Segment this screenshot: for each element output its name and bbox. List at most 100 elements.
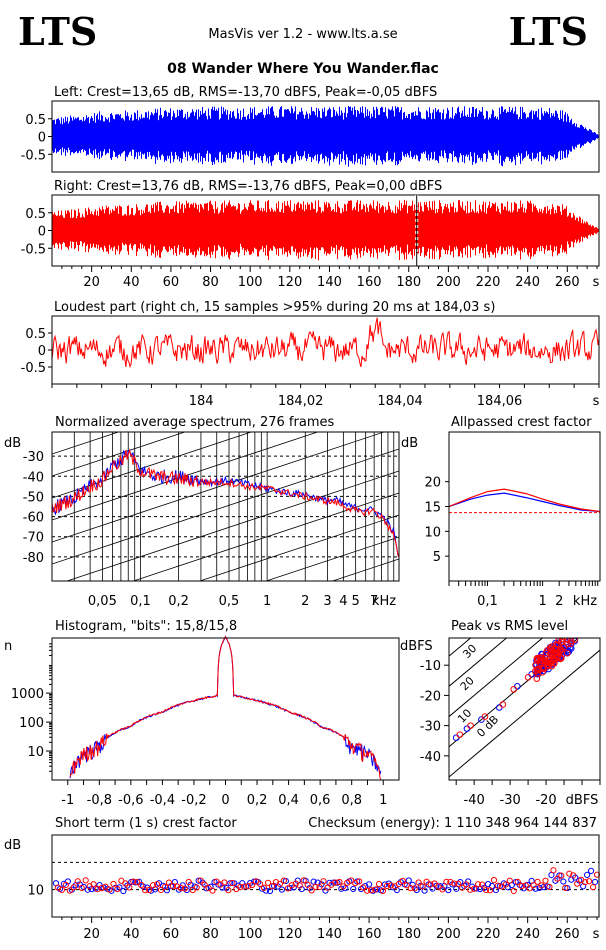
loudest-axis-unit: s — [593, 394, 600, 409]
stcrest-point — [142, 887, 149, 894]
right-waveform-ytick-label: 0 — [38, 225, 46, 240]
stcrest-point — [308, 887, 315, 894]
stcrest-checksum: Checksum (energy): 1 110 348 964 144 837 — [308, 816, 597, 831]
peakrms-point — [558, 655, 565, 662]
spectrum-slope-line — [264, 536, 399, 581]
histogram-ylabel: n — [4, 639, 12, 654]
right-waveform-signal — [52, 199, 599, 261]
stcrest-xtick-label: 160 — [357, 927, 382, 942]
peakrms-xtick-label: -20 — [535, 793, 556, 808]
stcrest-xtick-label: 40 — [123, 927, 140, 942]
spectrum-frame — [51, 431, 400, 582]
peakrms-ytick-label: -10 — [420, 659, 441, 674]
spectrum-slope-line — [52, 273, 399, 388]
stcrest-point — [320, 878, 327, 885]
spectrum-xtick-label: 2 — [301, 594, 309, 609]
stcrest-point — [62, 881, 69, 889]
peakrms-point — [543, 647, 551, 654]
stcrest-point — [582, 879, 589, 886]
stcrest-point — [260, 884, 268, 891]
histogram-xtick-label: 0,4 — [278, 793, 299, 808]
stcrest-point — [120, 887, 127, 895]
peakrms-point — [543, 659, 550, 667]
stcrest-point — [66, 887, 73, 894]
crest-ap-ytick-label: 10 — [424, 525, 441, 540]
crest-ap-ytick-label: 20 — [424, 476, 441, 491]
spectrum-series-1 — [52, 448, 399, 558]
stcrest-xunit: s — [593, 927, 600, 942]
stcrest-point — [185, 878, 192, 886]
stcrest-point — [249, 881, 256, 889]
stcrest-xtick-label: 20 — [83, 927, 100, 942]
peakrms-point — [524, 673, 532, 681]
peakrms-xtick-label: -40 — [464, 793, 485, 808]
stcrest-point — [379, 887, 387, 895]
spectrum-xtick-label: 0,2 — [168, 594, 189, 609]
stcrest-point — [324, 884, 331, 891]
stcrest-point — [161, 883, 169, 890]
stcrest-point — [110, 880, 117, 888]
loudest-signal — [51, 317, 600, 369]
time-axis-label: 80 — [202, 275, 219, 290]
stcrest-point — [467, 886, 474, 893]
loudest-frame — [51, 315, 600, 385]
stcrest-point — [407, 885, 414, 892]
stcrest-point — [371, 886, 379, 893]
spectrum-ylabel: dB — [4, 436, 21, 451]
stcrest-point — [367, 887, 375, 894]
stcrest-point — [512, 878, 519, 886]
stcrest-point — [213, 878, 220, 885]
peakrms-point — [554, 641, 562, 648]
stcrest-point — [419, 883, 426, 890]
peakrms-point — [532, 661, 539, 669]
spectrum-slope-line — [198, 514, 399, 581]
right-waveform-ytick-label: 0.5 — [25, 207, 46, 222]
stcrest-point — [585, 878, 593, 885]
stcrest-point — [558, 872, 565, 879]
stcrest-point — [181, 885, 188, 892]
stcrest-xtick-label: 220 — [476, 927, 501, 942]
peakrms-point — [563, 649, 571, 657]
stcrest-point — [310, 878, 317, 885]
file-title: 08 Wander Where You Wander.flac — [167, 61, 439, 77]
stcrest-xtick-label: 80 — [202, 927, 219, 942]
peakrms-point — [456, 731, 464, 738]
app-title: MasVis ver 1.2 - www.lts.a.se — [208, 27, 397, 42]
spectrum-ytick-label: -40 — [23, 470, 44, 485]
left-waveform-ytick-label: -0.5 — [21, 148, 46, 163]
peakrms-point — [499, 701, 507, 708]
stcrest-point — [587, 867, 595, 875]
stcrest-point — [443, 878, 450, 885]
stcrest-point — [146, 886, 153, 894]
histogram-xtick-label: 0 — [221, 793, 229, 808]
histogram-ytick-label: 100 — [19, 716, 44, 731]
stcrest-xtick-label: 240 — [515, 927, 540, 942]
logo-right: LTS — [509, 9, 588, 54]
spectrum-xtick-label: 7 — [370, 594, 378, 609]
peakrms-point — [558, 646, 565, 653]
stcrest-point — [463, 881, 470, 888]
spectrum-ytick-label: -80 — [23, 551, 44, 566]
peakrms-point — [551, 659, 558, 667]
stcrest-point — [201, 881, 208, 888]
stcrest-point — [300, 877, 307, 884]
spectrum-slope-line — [331, 558, 399, 581]
stcrest-point — [526, 885, 533, 892]
histogram-series-0 — [69, 635, 382, 779]
stcrest-point — [175, 886, 182, 893]
right-waveform-title: Right: Crest=13,76 dB, RMS=-13,76 dBFS, … — [54, 179, 442, 194]
stcrest-point — [403, 882, 410, 889]
stcrest-point — [288, 882, 295, 889]
peakrms-ytick-label: -30 — [420, 720, 441, 735]
left-waveform-ytick-label: 0 — [38, 131, 46, 146]
peakrms-point — [548, 653, 555, 660]
stcrest-point — [241, 883, 248, 890]
stcrest-point — [247, 879, 254, 887]
peakrms-point — [567, 640, 575, 647]
stcrest-point — [153, 881, 161, 888]
stcrest-point — [431, 880, 438, 887]
stcrest-point — [227, 880, 234, 887]
left-waveform-title: Left: Crest=13,65 dB, RMS=-13,70 dBFS, P… — [54, 85, 437, 100]
stcrest-point — [278, 886, 285, 893]
time-axis-label: 60 — [163, 275, 180, 290]
